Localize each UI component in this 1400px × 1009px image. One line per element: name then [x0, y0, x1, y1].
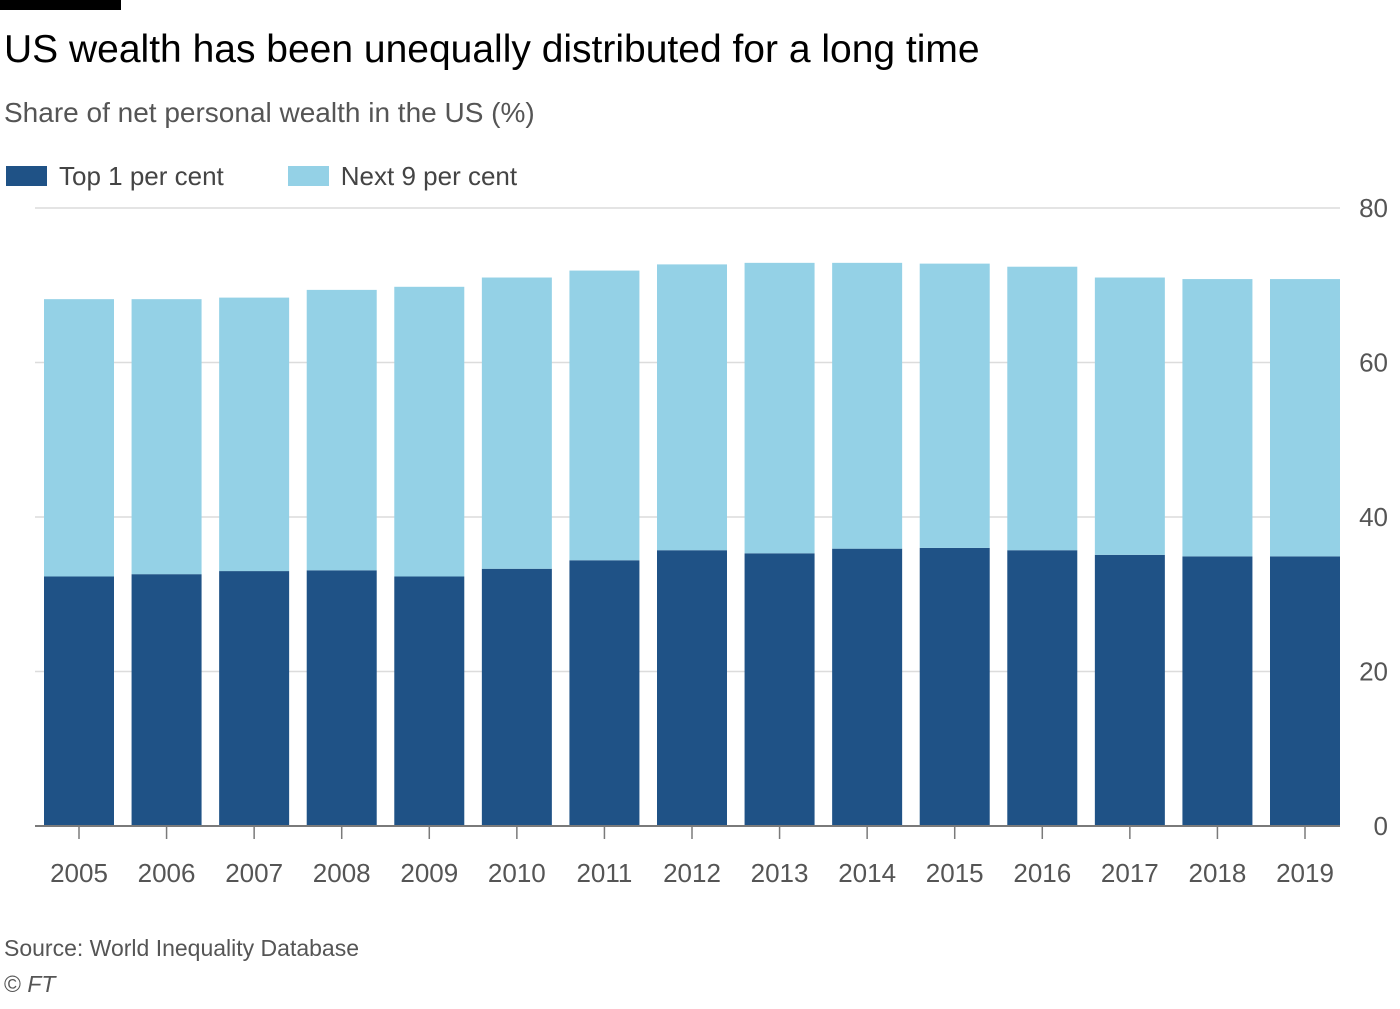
y-tick-label: 60 — [1359, 348, 1388, 378]
bar-next-9 — [657, 264, 727, 551]
legend-label-next-9: Next 9 per cent — [340, 160, 518, 191]
bar-top-1 — [306, 570, 377, 826]
bar-top-1 — [1094, 554, 1165, 826]
chart-title: US wealth has been unequally distributed… — [4, 28, 980, 71]
x-tick-label: 2013 — [751, 858, 809, 888]
bar-next-9 — [306, 289, 377, 571]
bar-top-1 — [832, 548, 903, 826]
bar-top-1 — [1007, 550, 1078, 826]
x-tick-label: 2018 — [1189, 858, 1247, 888]
y-tick-label: 40 — [1359, 502, 1388, 532]
chart-legend: Top 1 per cent Next 9 per cent — [6, 158, 581, 194]
legend-item-top-1: Top 1 per cent — [6, 161, 224, 192]
bar-top-1 — [744, 553, 815, 826]
bar-next-9 — [131, 299, 202, 575]
source-note: Source: World Inequality Database — [4, 935, 359, 961]
bar-next-9 — [919, 263, 990, 548]
y-tick-label: 0 — [1374, 811, 1388, 841]
bar-top-1 — [919, 547, 990, 826]
legend-swatch-top-1 — [6, 166, 47, 186]
x-tick-label: 2005 — [50, 858, 108, 888]
legend-swatch-next-9 — [287, 166, 329, 186]
bar-top-1 — [131, 574, 202, 826]
bar-top-1 — [657, 550, 727, 826]
stacked-bar-chart: 0 20 40 60 80 2005 2006 2007 2008 2009 2010 2011 201… — [35, 195, 1388, 888]
bar-top-1 — [481, 568, 552, 826]
x-tick-label: 2010 — [488, 858, 546, 888]
x-tick-label: 2019 — [1276, 858, 1334, 888]
bar-top-1 — [569, 560, 640, 826]
bar-next-9 — [832, 262, 903, 549]
bar-next-9 — [1182, 279, 1253, 557]
bar-next-9 — [1094, 277, 1165, 555]
x-tick-label: 2006 — [138, 858, 196, 888]
legend-item-next-9: Next 9 per cent — [287, 160, 518, 192]
bar-next-9 — [744, 262, 815, 554]
chart-subtitle: Share of net personal wealth in the US (… — [4, 97, 535, 128]
x-tick-label: 2012 — [663, 858, 721, 888]
bar-next-9 — [1270, 279, 1340, 557]
bar-top-1 — [394, 576, 465, 826]
x-tick-label: 2014 — [838, 858, 896, 888]
y-tick-label: 20 — [1359, 657, 1388, 687]
bar-next-9 — [569, 270, 640, 561]
legend-label-top-1: Top 1 per cent — [59, 160, 224, 191]
x-tick-label: 2009 — [400, 858, 458, 888]
x-tick-label: 2008 — [313, 858, 371, 888]
x-tick-label: 2016 — [1013, 858, 1071, 888]
bar-top-1 — [219, 571, 290, 826]
header-rule — [0, 0, 121, 10]
bar-next-9 — [394, 286, 465, 577]
x-tick-label: 2015 — [926, 858, 984, 888]
copyright-symbol: © — [4, 971, 21, 997]
bar-next-9 — [44, 299, 114, 577]
credit-note: © FT — [4, 971, 55, 998]
bar-next-9 — [219, 297, 290, 572]
bar-top-1 — [1270, 556, 1340, 826]
bar-next-9 — [1007, 266, 1078, 551]
bar-top-1 — [1182, 556, 1253, 826]
bar-top-1 — [44, 576, 114, 826]
x-tick-label: 2007 — [225, 858, 283, 888]
x-tick-label: 2011 — [576, 858, 632, 888]
y-tick-label: 80 — [1359, 195, 1388, 223]
x-tick-label: 2017 — [1101, 858, 1159, 888]
credit-org: FT — [27, 971, 56, 997]
bar-next-9 — [481, 277, 552, 569]
